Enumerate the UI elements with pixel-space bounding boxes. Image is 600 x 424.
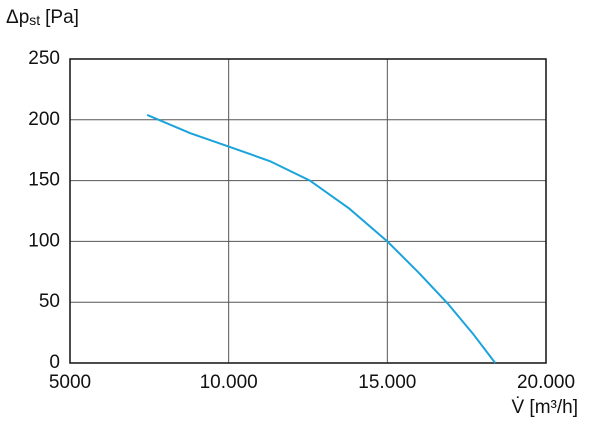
x-tick-label: 15.000 [358, 372, 416, 393]
y-tick-label: 100 [28, 230, 60, 251]
y-tick-label: 150 [28, 170, 60, 191]
plot-border [69, 58, 547, 364]
y-axis-label: Δpst [Pa] [6, 7, 79, 28]
y-tick-label: 50 [39, 291, 60, 312]
x-tick-label: 10.000 [200, 372, 258, 393]
x-tick-label: 20.000 [517, 372, 575, 393]
x-tick-label: 5000 [49, 372, 91, 393]
data-line [146, 114, 497, 364]
y-tick-label: 250 [28, 48, 60, 69]
y-tick-label: 200 [28, 109, 60, 130]
x-axis-label: V̇ [m³/h] [511, 397, 578, 418]
y-tick-label: 0 [49, 352, 60, 373]
